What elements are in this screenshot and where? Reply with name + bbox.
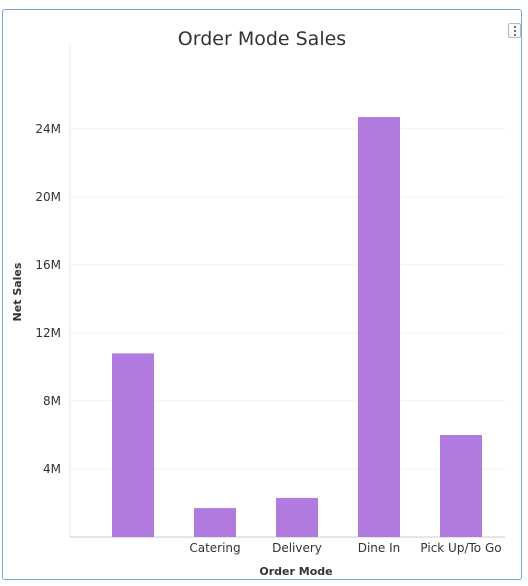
x-tick-label: Delivery [272, 541, 322, 555]
x-tick-label: Dine In [358, 541, 401, 555]
x-axis-title: Order Mode [259, 565, 332, 578]
y-tick-label: 20M [35, 190, 61, 204]
bar[interactable] [358, 117, 400, 537]
x-tick-label: Pick Up/To Go [420, 541, 501, 555]
y-tick-label: 4M [43, 462, 61, 476]
more-vertical-icon[interactable] [508, 23, 521, 38]
y-tick-labels: 4M 8M 12M 16M 20M 24M [35, 122, 61, 476]
chart-card: Order Mode Sales [2, 9, 522, 580]
bar[interactable] [440, 435, 482, 537]
y-tick-label: 8M [43, 394, 61, 408]
bar[interactable] [194, 508, 236, 537]
y-tick-label: 16M [35, 258, 61, 272]
bars [112, 117, 482, 537]
y-tick-label: 24M [35, 122, 61, 136]
x-tick-labels: Catering Delivery Dine In Pick Up/To Go [189, 541, 501, 555]
y-tick-label: 12M [35, 326, 61, 340]
chart-title: Order Mode Sales [177, 28, 347, 50]
x-tick-label: Catering [189, 541, 240, 555]
bar[interactable] [276, 497, 318, 537]
y-axis-title: Net Sales [11, 262, 24, 321]
bar[interactable] [112, 353, 154, 537]
